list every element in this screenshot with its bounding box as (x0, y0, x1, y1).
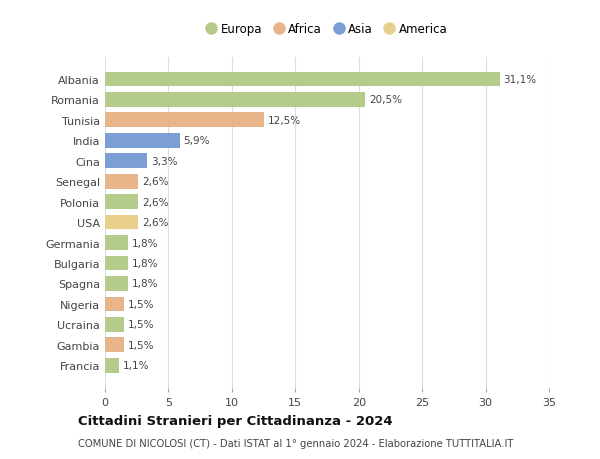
Text: 1,8%: 1,8% (131, 258, 158, 269)
Text: Cittadini Stranieri per Cittadinanza - 2024: Cittadini Stranieri per Cittadinanza - 2… (78, 414, 392, 428)
Bar (105, 297, 124, 312)
Legend: Europa, Africa, Asia, America: Europa, Africa, Asia, America (204, 20, 450, 38)
Bar (105, 73, 500, 87)
Bar (105, 317, 124, 332)
Bar (105, 93, 365, 107)
Bar (105, 134, 180, 148)
Text: 1,1%: 1,1% (123, 360, 149, 370)
Text: 2,6%: 2,6% (142, 177, 168, 187)
Bar (105, 276, 128, 291)
Bar (105, 235, 128, 250)
Text: 31,1%: 31,1% (503, 75, 536, 85)
Bar (105, 358, 119, 373)
Bar (105, 215, 138, 230)
Text: 1,8%: 1,8% (131, 279, 158, 289)
Text: 1,5%: 1,5% (128, 319, 154, 330)
Bar (105, 113, 263, 128)
Text: 3,3%: 3,3% (151, 157, 177, 166)
Text: 5,9%: 5,9% (184, 136, 210, 146)
Bar (105, 338, 124, 353)
Text: 1,5%: 1,5% (128, 299, 154, 309)
Bar (105, 195, 138, 210)
Text: 1,5%: 1,5% (128, 340, 154, 350)
Text: 20,5%: 20,5% (369, 95, 402, 105)
Text: COMUNE DI NICOLOSI (CT) - Dati ISTAT al 1° gennaio 2024 - Elaborazione TUTTITALI: COMUNE DI NICOLOSI (CT) - Dati ISTAT al … (78, 438, 514, 448)
Text: 1,8%: 1,8% (131, 238, 158, 248)
Bar (105, 174, 138, 189)
Text: 2,6%: 2,6% (142, 197, 168, 207)
Text: 2,6%: 2,6% (142, 218, 168, 228)
Bar (105, 154, 147, 169)
Bar (105, 256, 128, 271)
Text: 12,5%: 12,5% (268, 116, 301, 126)
